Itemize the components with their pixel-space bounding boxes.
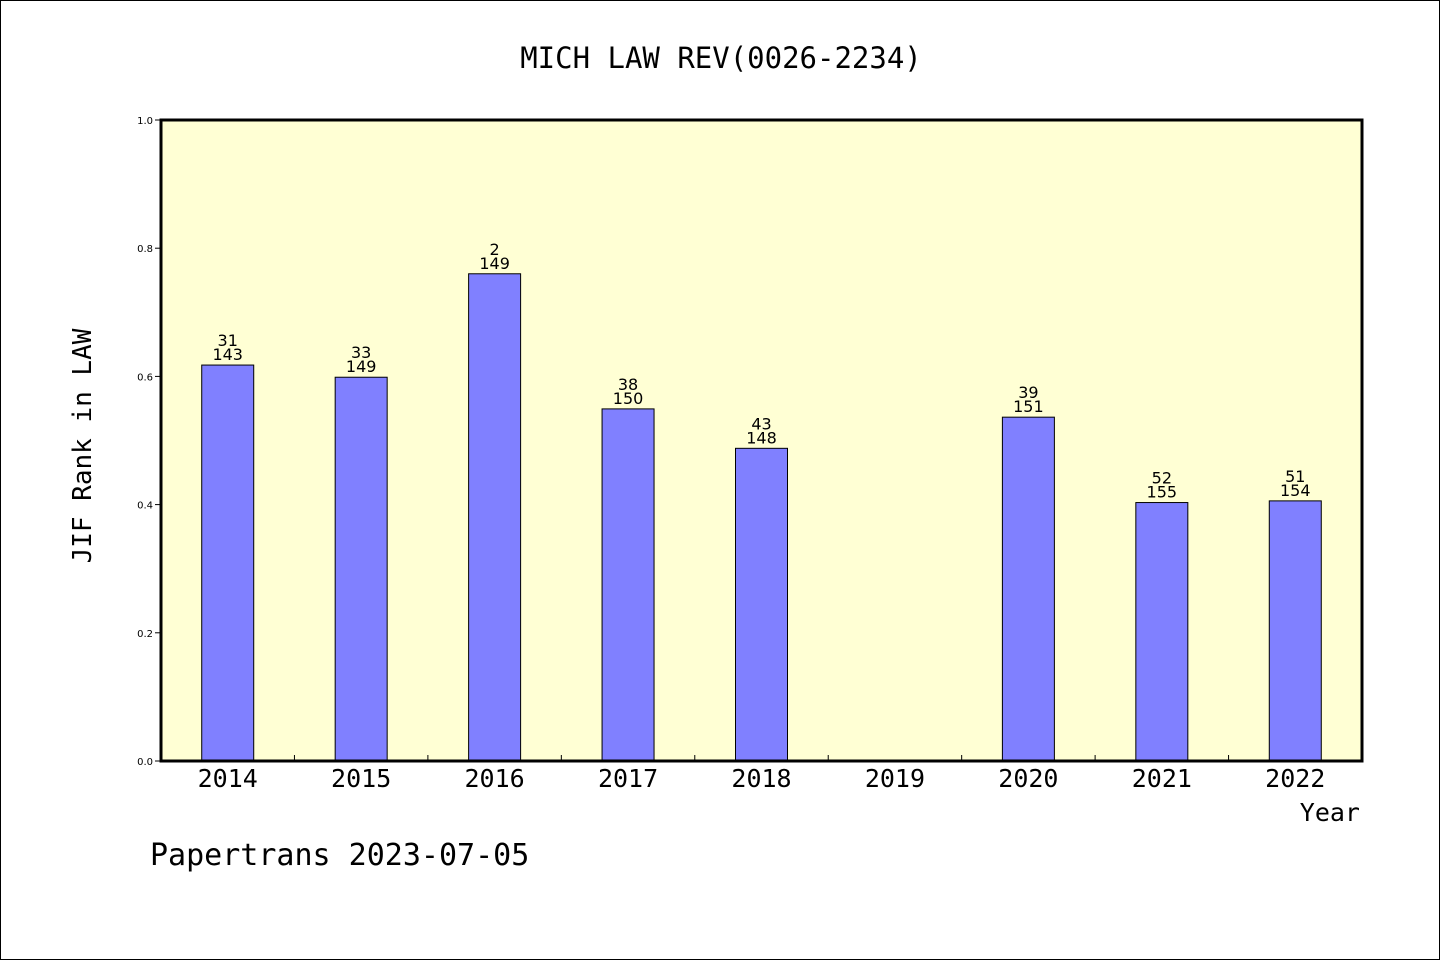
bar-rank-label: 39 <box>1018 383 1038 402</box>
y-tick-label: 0.4 <box>137 501 153 512</box>
bar-total-label: 155 <box>1147 483 1178 502</box>
x-tick-label: 2022 <box>1265 764 1325 793</box>
y-axis: 0.0 0.2 0.4 0.6 0.8 1.0 <box>137 116 161 768</box>
bar-total-label: 150 <box>613 389 644 408</box>
y-tick-label: 0.0 <box>137 757 153 768</box>
bar-rank-label: 43 <box>751 414 771 433</box>
y-tick-label: 0.2 <box>137 629 153 640</box>
x-tick-label: 2015 <box>331 764 391 793</box>
y-tick-label: 0.8 <box>137 244 153 255</box>
bar <box>735 447 788 762</box>
x-tick-label: 2021 <box>1132 764 1192 793</box>
bar <box>1001 416 1055 762</box>
bar-total-label: 143 <box>212 345 243 364</box>
bar-total-label: 151 <box>1013 397 1044 416</box>
bar-rank-label: 38 <box>618 375 638 394</box>
x-tick-label: 2017 <box>598 764 658 793</box>
bar-total-label: 149 <box>479 254 510 273</box>
footer-credit: Papertrans 2023-07-05 <box>150 838 529 873</box>
bar <box>1268 500 1322 762</box>
bar-rank-label: 51 <box>1285 467 1305 486</box>
bar-total-label: 149 <box>346 357 377 376</box>
bar <box>201 364 255 762</box>
x-axis-label: Year <box>1300 798 1360 827</box>
bar-total-label: 148 <box>746 428 777 447</box>
x-axis: 2014 2015 2016 2017 2018 2019 2020 2021 2022 <box>198 755 1325 793</box>
x-tick-label: 2014 <box>198 764 258 793</box>
x-tick-label: 2020 <box>998 764 1058 793</box>
plot-border <box>159 118 1364 763</box>
x-tick-label: 2019 <box>865 764 925 793</box>
y-axis-label: JIF Rank in LAW <box>68 328 98 563</box>
bar-rank-label: 33 <box>351 343 371 362</box>
bar-total-label: 154 <box>1280 481 1311 500</box>
bar <box>1135 502 1189 762</box>
chart-title: MICH LAW REV(0026-2234) <box>520 41 922 75</box>
y-tick-label: 1.0 <box>137 116 153 127</box>
bar <box>468 273 522 762</box>
y-tick-label: 0.6 <box>137 372 153 383</box>
bar <box>334 376 388 762</box>
bar <box>601 408 655 762</box>
x-tick-label: 2018 <box>731 764 791 793</box>
bar-rank-label: 31 <box>218 331 238 350</box>
bar-rank-label: 2 <box>490 240 500 259</box>
x-tick-label: 2016 <box>465 764 525 793</box>
bar-rank-label: 52 <box>1152 469 1172 488</box>
